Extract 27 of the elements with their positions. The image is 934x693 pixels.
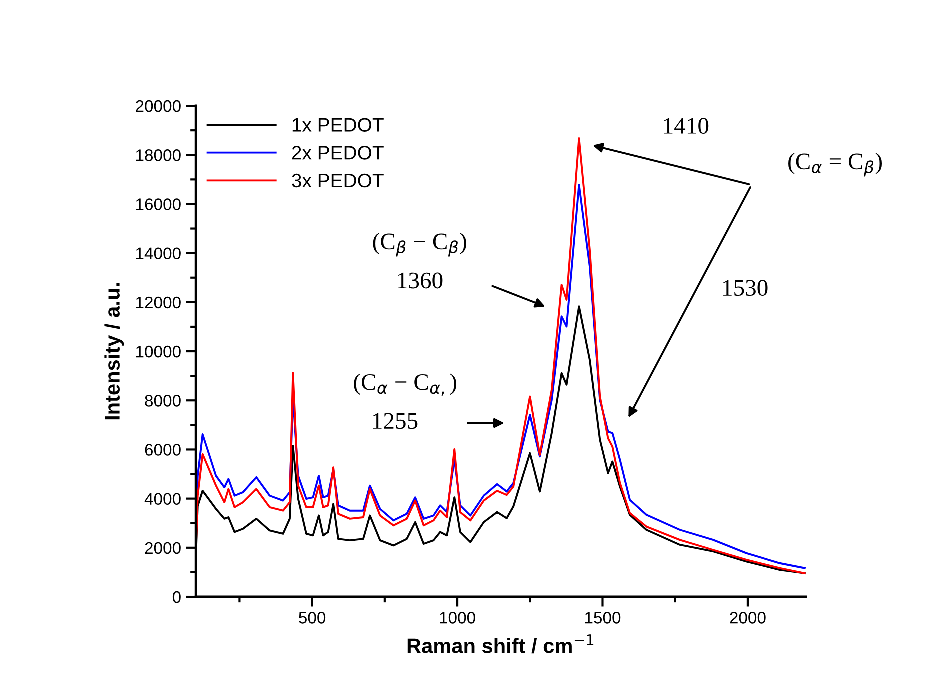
annotation: (C$_{α}$ = C$_{β}$) [788, 153, 882, 177]
legend-label: 1x PEDOT [292, 118, 384, 132]
y-tick-label: 10000 [136, 346, 181, 358]
legend-label: 3x PEDOT [292, 174, 384, 188]
y-tick-label: 0 [172, 591, 181, 604]
legend-label: 2x PEDOT [292, 146, 384, 160]
y-tick-label: 8000 [145, 395, 181, 407]
annotation: 1360 [398, 272, 443, 289]
y-axis-title: Intensity / a.u. [104, 283, 124, 420]
y-tick-label: 4000 [144, 493, 181, 506]
y-tick-label: 12000 [136, 296, 181, 309]
y-tick-label: 2000 [145, 542, 181, 554]
y-tick-label: 18000 [136, 150, 181, 162]
y-tick-label: 14000 [136, 248, 181, 260]
x-tick-label: 1500 [585, 612, 621, 624]
x-axis-title: Raman shift / cm$^{−1}$ [408, 634, 594, 654]
x-tick-label: 2000 [730, 612, 766, 624]
y-tick-label: 16000 [136, 198, 181, 210]
annotation: (C$_{β}$ − C$_{β}$) [373, 233, 466, 257]
annotation: 1530 [724, 280, 768, 296]
y-tick-label: 20000 [136, 100, 181, 112]
x-tick-label: 500 [299, 612, 326, 624]
y-tick-label: 6000 [145, 444, 181, 456]
annotation: 1255 [373, 413, 418, 430]
annotation: (C$_{α}$ − C$_{α,}$) [354, 374, 456, 396]
annotation: 1410 [664, 118, 709, 134]
x-tick-label: 1000 [440, 612, 476, 624]
